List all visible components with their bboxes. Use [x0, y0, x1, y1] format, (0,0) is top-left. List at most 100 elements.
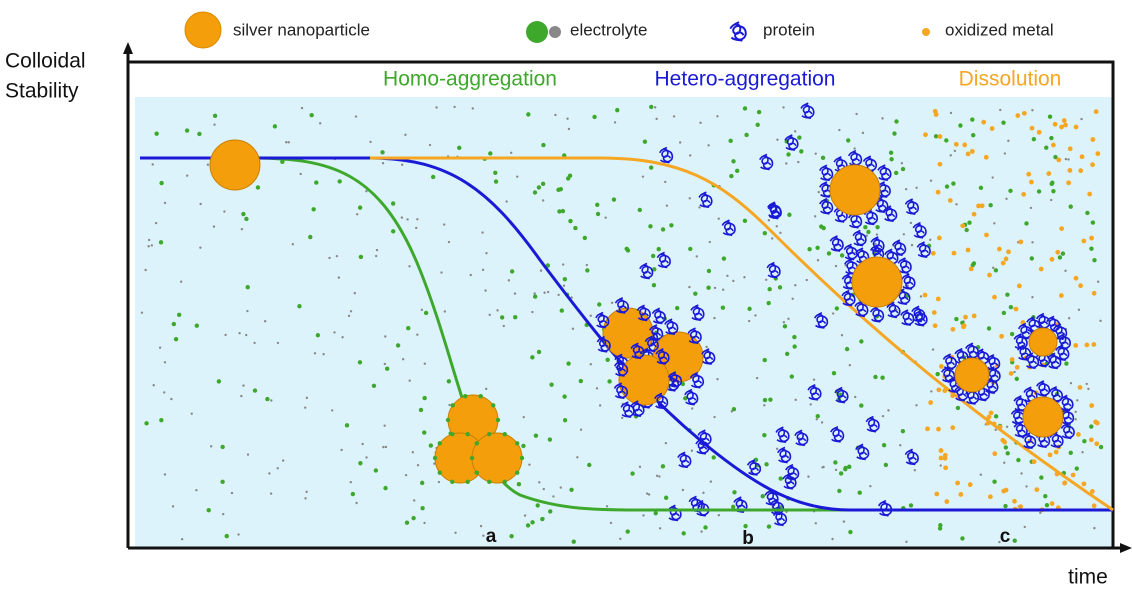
- gray-ion: [699, 121, 702, 125]
- oxidized-metal: [1013, 306, 1019, 312]
- phase-label: Dissolution: [959, 68, 1062, 91]
- nanoparticle: [954, 357, 990, 393]
- gray-ion: [655, 117, 658, 121]
- gray-ion: [481, 231, 484, 234]
- electrolyte: [892, 131, 897, 136]
- gray-ion: [237, 533, 240, 536]
- electrolyte: [535, 503, 540, 508]
- electrolyte: [450, 403, 455, 408]
- electrolyte: [437, 441, 442, 446]
- oxidized-metal: [1053, 449, 1059, 455]
- oxidized-metal: [961, 324, 966, 330]
- gray-ion: [318, 122, 322, 125]
- electrolyte: [154, 131, 159, 136]
- nanoparticle: [851, 256, 903, 308]
- gray-ion: [570, 296, 573, 299]
- oxidized-metal: [950, 425, 956, 431]
- gray-ion: [998, 540, 1001, 544]
- gray-ion: [163, 361, 167, 364]
- gray-ion: [443, 310, 447, 313]
- electrolyte: [411, 515, 416, 521]
- oxidized-metal: [1006, 249, 1011, 255]
- gray-ion: [869, 484, 872, 488]
- gray-ion: [349, 480, 352, 484]
- gray-ion: [375, 248, 379, 252]
- oxidized-metal: [996, 246, 1002, 252]
- electrolyte: [309, 112, 314, 118]
- electrolyte: [474, 470, 479, 475]
- gray-ion: [408, 265, 411, 268]
- gray-ion: [746, 533, 749, 537]
- electrolyte: [532, 294, 538, 299]
- oxidized-metal: [988, 410, 994, 416]
- electrolyte: [951, 181, 956, 186]
- electrolyte: [308, 234, 313, 240]
- gray-ion: [1005, 425, 1009, 428]
- gray-ion: [785, 162, 788, 165]
- electrolyte: [706, 285, 711, 290]
- oxidized-metal: [1062, 480, 1068, 486]
- electrolyte: [993, 268, 999, 273]
- gray-ion: [955, 203, 958, 206]
- electrolyte: [297, 304, 302, 309]
- oxidized-metal: [1066, 180, 1072, 186]
- electrolyte: [681, 531, 686, 536]
- oxidized-metal: [967, 482, 973, 488]
- gray-ion: [713, 415, 716, 419]
- gray-ion: [276, 341, 280, 345]
- y-arrow: [123, 42, 133, 54]
- gray-ion: [598, 404, 602, 407]
- gray-ion: [929, 179, 933, 182]
- gray-ion: [1029, 206, 1033, 210]
- electrolyte: [1090, 220, 1096, 225]
- oxidized-metal: [1091, 503, 1097, 509]
- gray-ion: [848, 363, 852, 367]
- electrolyte: [753, 457, 759, 462]
- electrolyte: [1082, 438, 1087, 444]
- gray-ion: [287, 141, 290, 144]
- gray-ion: [688, 285, 691, 289]
- gray-ion: [678, 141, 682, 144]
- electrolyte: [944, 138, 949, 143]
- electrolyte: [597, 302, 602, 307]
- gray-ion: [822, 465, 825, 469]
- oxidized-metal: [984, 232, 989, 238]
- gray-ion: [341, 335, 344, 339]
- stage-marker: b: [742, 528, 754, 549]
- gray-ion: [589, 314, 592, 317]
- oxidized-metal: [944, 499, 950, 504]
- gray-ion: [147, 238, 151, 242]
- electrolyte: [1001, 120, 1006, 125]
- gray-ion: [900, 162, 904, 165]
- gray-ion: [383, 424, 386, 427]
- oxidized-metal: [951, 250, 957, 256]
- electrolyte: [548, 509, 553, 514]
- gray-ion: [1003, 461, 1006, 464]
- oxidized-metal: [943, 465, 949, 471]
- gray-ion: [931, 348, 935, 351]
- gray-ion: [482, 534, 485, 537]
- oxidized-metal: [923, 132, 928, 138]
- electrolyte: [789, 374, 795, 379]
- gray-ion: [782, 321, 786, 324]
- gray-ion: [281, 459, 285, 462]
- electrolyte: [821, 225, 826, 231]
- oxidized-metal: [1078, 283, 1083, 289]
- electrolyte: [357, 205, 363, 210]
- oxidized-metal: [1073, 275, 1079, 281]
- oxidized-metal: [1049, 501, 1055, 506]
- oxidized-metal: [992, 451, 998, 457]
- oxidized-metal: [1089, 235, 1094, 241]
- gray-ion: [776, 138, 779, 141]
- gray-ion: [949, 154, 952, 157]
- electrolyte: [731, 159, 736, 164]
- electrolyte: [970, 117, 975, 122]
- gray-ion: [337, 276, 341, 279]
- electrolyte: [768, 397, 773, 402]
- gray-ion: [212, 225, 216, 228]
- gray-ion: [647, 493, 651, 496]
- gray-ion: [1005, 197, 1008, 201]
- electrolyte: [358, 254, 364, 260]
- gray-ion: [743, 276, 746, 279]
- electrolyte: [637, 207, 642, 213]
